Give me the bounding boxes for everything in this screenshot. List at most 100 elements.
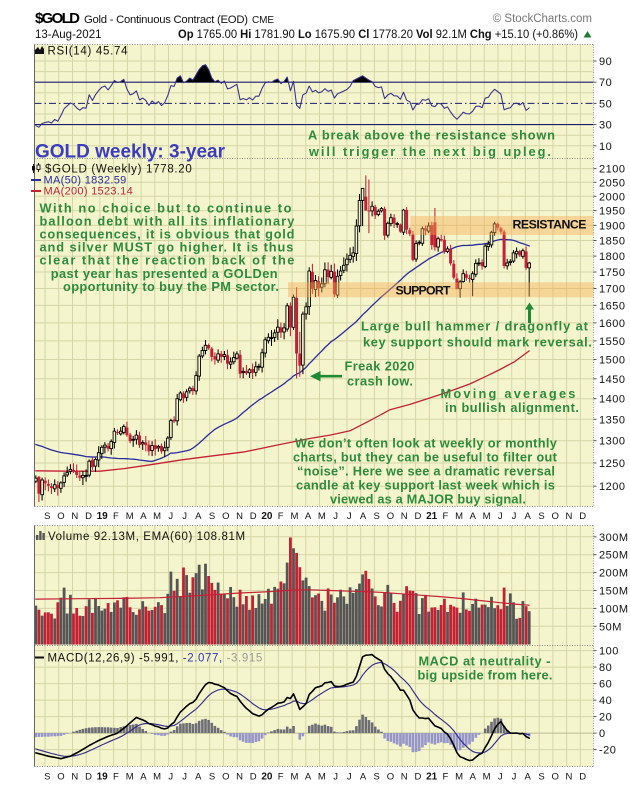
svg-text:M: M (455, 772, 463, 783)
svg-text:100: 100 (599, 646, 619, 658)
svg-text:A: A (305, 511, 312, 522)
svg-text:S: S (44, 511, 50, 522)
svg-text:and silver MUST go higher. It: and silver MUST go higher. It is thus (40, 240, 294, 255)
svg-text:GOLD weekly: 3-year: GOLD weekly: 3-year (35, 142, 226, 163)
svg-text:N: N (401, 772, 408, 783)
svg-text:M: M (483, 772, 491, 783)
svg-text:O: O (222, 511, 229, 522)
svg-text:D: D (250, 772, 257, 783)
svg-text:A: A (525, 511, 532, 522)
svg-text:A: A (140, 772, 147, 783)
svg-text:O: O (57, 511, 64, 522)
svg-text:S: S (538, 511, 544, 522)
svg-text:50: 50 (599, 98, 612, 110)
svg-text:D: D (579, 511, 586, 522)
svg-text:1500: 1500 (599, 355, 625, 367)
svg-text:O: O (387, 511, 394, 522)
svg-text:M: M (290, 772, 298, 783)
svg-text:A: A (360, 511, 367, 522)
svg-text:M: M (153, 772, 161, 783)
svg-text:1900: 1900 (599, 220, 625, 232)
svg-text:20: 20 (599, 712, 612, 724)
svg-text:150M: 150M (599, 586, 629, 598)
svg-text:MACD at neutrality -: MACD at neutrality - (419, 654, 551, 669)
svg-text:1550: 1550 (599, 336, 625, 348)
svg-text:D: D (414, 772, 421, 783)
svg-text:19: 19 (97, 772, 109, 783)
svg-text:1600: 1600 (599, 318, 625, 330)
svg-text:N: N (565, 511, 572, 522)
svg-text:21: 21 (426, 772, 438, 783)
svg-text:© StockCharts.com: © StockCharts.com (493, 13, 592, 25)
svg-text:J: J (168, 511, 173, 522)
svg-text:100M: 100M (599, 603, 629, 615)
svg-text:Gold - Continuous Contract (EO: Gold - Continuous Contract (EOD) (84, 14, 248, 26)
svg-text:N: N (565, 772, 572, 783)
svg-text:A: A (525, 772, 532, 783)
svg-text:M: M (153, 511, 161, 522)
svg-text:1950: 1950 (599, 206, 625, 218)
svg-text:250M: 250M (599, 550, 629, 562)
svg-text:opportunity to buy the PM sect: opportunity to buy the PM sector. (63, 279, 279, 294)
svg-text:RSI(14) 45.74: RSI(14) 45.74 (48, 46, 129, 58)
svg-text:1450: 1450 (599, 374, 625, 386)
svg-text:A: A (195, 772, 202, 783)
svg-text:A: A (140, 511, 147, 522)
svg-text:80: 80 (599, 662, 612, 674)
svg-text:A: A (470, 511, 477, 522)
svg-text:10: 10 (599, 141, 612, 153)
svg-text:With no choice but to continue: With no choice but to continue to (40, 200, 292, 215)
svg-text:F: F (113, 772, 119, 783)
svg-text:$GOLD (Weekly) 1778.20: $GOLD (Weekly) 1778.20 (45, 164, 193, 176)
svg-text:RESISTANCE: RESISTANCE (513, 218, 587, 232)
svg-text:M: M (126, 511, 134, 522)
svg-text:J: J (168, 772, 173, 783)
svg-text:-20: -20 (599, 745, 616, 757)
svg-text:balloon debt with all its infl: balloon debt with all its inflationary (40, 213, 296, 228)
svg-text:300M: 300M (599, 532, 629, 544)
svg-text:J: J (333, 772, 338, 783)
svg-text:O: O (552, 511, 559, 522)
svg-text:0: 0 (599, 728, 606, 740)
svg-text:big upside from here.: big upside from here. (418, 668, 553, 683)
svg-text:SUPPORT: SUPPORT (396, 284, 451, 298)
svg-text:1800: 1800 (599, 251, 625, 263)
svg-text:1700: 1700 (599, 284, 625, 296)
svg-text:30: 30 (599, 120, 612, 132)
svg-text:J: J (512, 511, 517, 522)
svg-text:D: D (579, 772, 586, 783)
svg-text:MA(50) 1832.59: MA(50) 1832.59 (44, 175, 127, 187)
svg-text:D: D (85, 511, 92, 522)
svg-text:Large bull hammer / dragonfly: Large bull hammer / dragonfly at (361, 319, 589, 334)
svg-text:21: 21 (426, 511, 438, 522)
svg-text:90: 90 (599, 56, 612, 68)
svg-text:J: J (512, 772, 517, 783)
svg-text:N: N (71, 772, 78, 783)
svg-text:F: F (442, 772, 448, 783)
svg-text:N: N (71, 511, 78, 522)
svg-text:M: M (483, 511, 491, 522)
svg-text:M: M (455, 511, 463, 522)
svg-text:CME: CME (252, 15, 274, 26)
svg-text:D: D (250, 511, 257, 522)
svg-text:F: F (113, 511, 119, 522)
svg-text:S: S (209, 772, 215, 783)
svg-text:A: A (195, 511, 202, 522)
svg-text:will trigger the next big uple: will trigger the next big upleg. (308, 144, 551, 159)
svg-text:F: F (278, 772, 284, 783)
svg-text:in bullish alignment.: in bullish alignment. (445, 400, 579, 415)
svg-text:MA(200) 1523.14: MA(200) 1523.14 (44, 186, 134, 198)
svg-text:13-Aug-2021: 13-Aug-2021 (35, 29, 102, 41)
svg-text:1850: 1850 (599, 236, 625, 248)
svg-text:past year has presented a GOLD: past year has presented a GOLDen (51, 266, 278, 281)
svg-text:2100: 2100 (599, 164, 625, 176)
svg-text:2000: 2000 (599, 191, 625, 203)
svg-text:viewed as a MAJOR buy signal.: viewed as a MAJOR buy signal. (330, 492, 526, 507)
svg-text:A break above the resistance s: A break above the resistance shown (308, 128, 555, 143)
svg-text:M: M (290, 511, 298, 522)
svg-text:O: O (552, 772, 559, 783)
svg-text:$GOLD: $GOLD (35, 10, 80, 27)
svg-text:O: O (387, 772, 394, 783)
svg-text:crash low.: crash low. (347, 374, 413, 389)
svg-text:charts, but they can be useful: charts, but they can be useful to filter… (293, 450, 558, 465)
